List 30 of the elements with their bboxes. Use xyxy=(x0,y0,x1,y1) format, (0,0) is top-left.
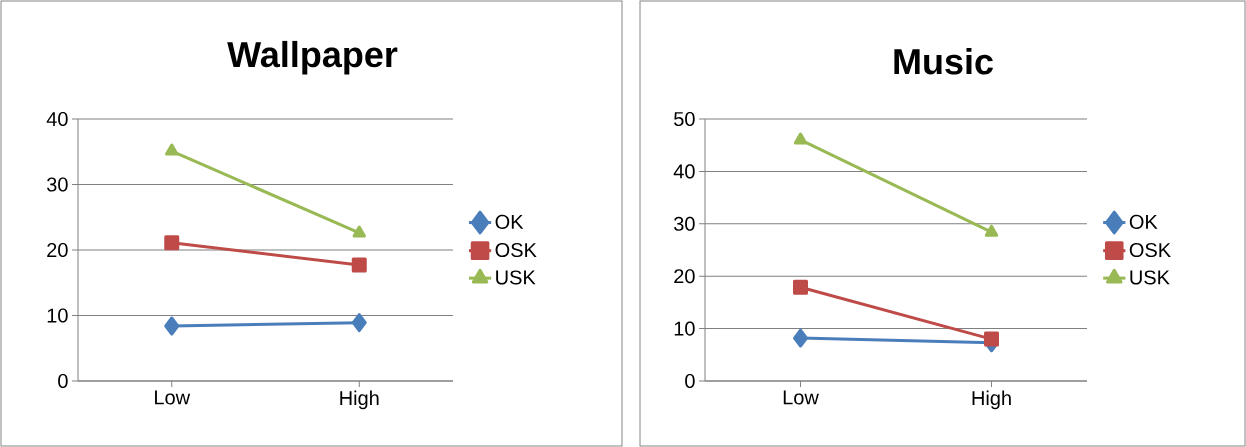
legend-label: USK xyxy=(1130,270,1170,285)
point xyxy=(793,328,809,348)
chart-title: Music xyxy=(894,48,993,75)
x-tick-label: High xyxy=(340,390,379,410)
legend-label: USK xyxy=(496,270,536,285)
x-tick-label: High xyxy=(972,390,1011,410)
y-tick-label: 30 xyxy=(674,216,695,231)
y-tick-label: 10 xyxy=(674,321,695,336)
y-tick-label: 0 xyxy=(58,373,68,389)
point xyxy=(164,235,180,251)
x-tick-label: Low xyxy=(783,390,819,405)
legend-label: OSK xyxy=(1129,242,1171,258)
point xyxy=(164,316,180,336)
point xyxy=(351,257,367,273)
y-tick-label: 40 xyxy=(46,111,68,127)
legend-label: OK xyxy=(495,214,524,229)
point xyxy=(351,313,367,333)
point xyxy=(793,279,809,295)
x-tick-label: Low xyxy=(155,390,191,405)
y-tick-label: 10 xyxy=(47,308,68,323)
point xyxy=(984,331,1000,347)
y-tick-label: 50 xyxy=(674,111,695,127)
y-tick-label: 30 xyxy=(46,177,68,192)
y-tick-label: 20 xyxy=(674,269,695,284)
y-tick-label: 0 xyxy=(685,373,695,389)
y-tick-label: 20 xyxy=(47,242,68,258)
legend-label: OK xyxy=(1129,214,1158,229)
y-tick-label: 40 xyxy=(673,164,695,179)
chart-title: Wallpaper xyxy=(227,40,398,75)
legend-label: OSK xyxy=(495,242,537,258)
